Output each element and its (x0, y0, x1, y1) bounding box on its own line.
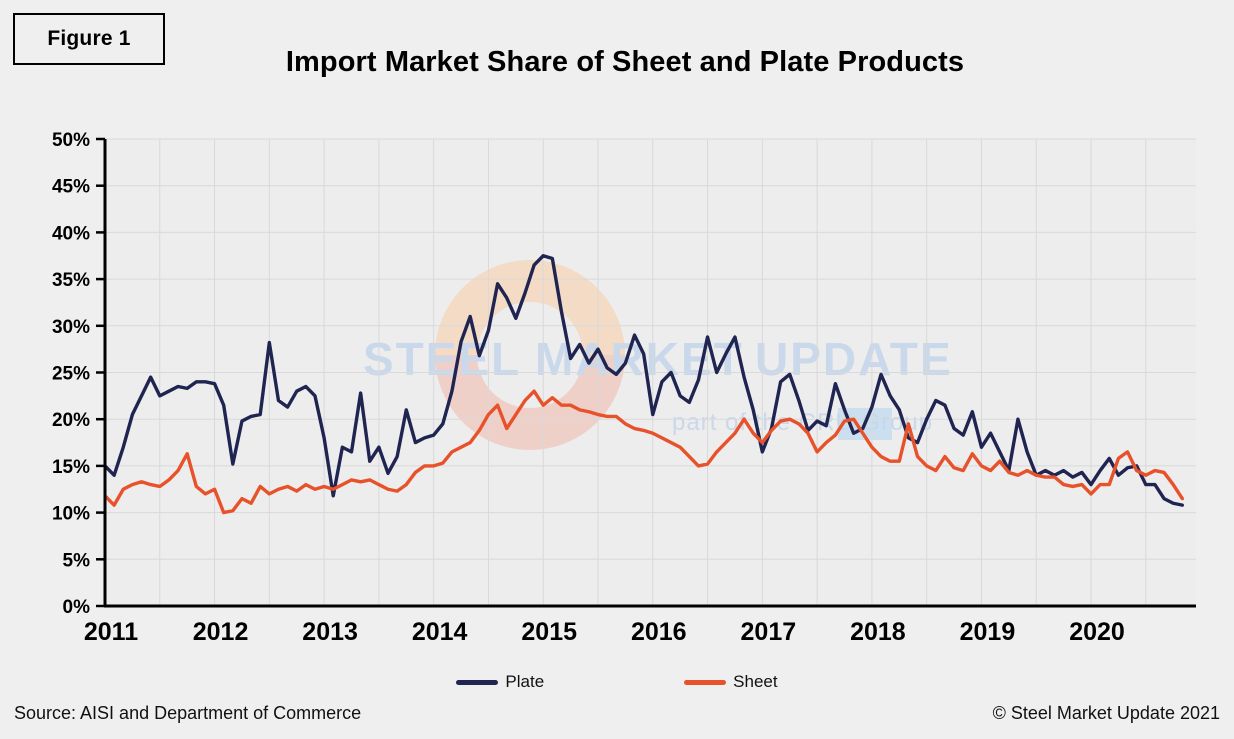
watermark: STEEL MARKET UPDATE part of the CRU Grou… (363, 260, 951, 450)
y-axis-tick-label: 30% (52, 317, 90, 338)
y-axis-tick-label: 45% (52, 177, 90, 198)
legend-label-plate: Plate (505, 672, 545, 691)
x-axis-tick-label: 2019 (960, 618, 1016, 646)
vertical-gridlines (159, 139, 1147, 606)
legend-label-sheet: Sheet (733, 672, 778, 691)
y-axis-tick-label: 15% (52, 457, 90, 478)
copyright-note: © Steel Market Update 2021 (992, 703, 1220, 723)
x-axis-tick-label: 2017 (741, 618, 797, 646)
y-axis-tick-labels: 0% 5% 10% 15% 20% 25% 30% 35% 40% 45% 50% (52, 130, 90, 618)
y-axis-tick-label: 20% (52, 410, 90, 431)
legend-item-plate[interactable]: Plate (456, 672, 544, 692)
y-axis-tick-label: 25% (52, 364, 90, 385)
x-axis-tick-label: 2011 (84, 618, 138, 646)
data-series-group (105, 254, 1185, 515)
figure-number-label: Figure 1 (47, 27, 131, 50)
figure-number-box: Figure 1 (13, 13, 165, 65)
chart-legend: Plate Sheet (0, 672, 1234, 692)
x-axis-tick-label: 2020 (1069, 618, 1125, 646)
x-axis-tick-label: 2014 (412, 618, 468, 646)
x-axis-tick-label: 2018 (850, 618, 906, 646)
legend-swatch-plate (456, 679, 499, 685)
legend-item-sheet[interactable]: Sheet (684, 672, 778, 692)
x-axis-tick-label: 2015 (521, 618, 577, 646)
series-line-sheet (105, 389, 1185, 515)
page-title: Import Market Share of Sheet and Plate P… (285, 46, 965, 78)
source-note: Source: AISI and Department of Commerce (14, 703, 362, 723)
y-axis-tick-label: 50% (52, 130, 90, 151)
legend-swatch-sheet (684, 679, 727, 685)
y-axis-tick-label: 35% (52, 270, 90, 291)
horizontal-gridlines (105, 138, 1196, 560)
x-axis-tick-labels: 2011 2012 2013 2014 2015 2016 2017 2018 2019 2020 (84, 618, 1125, 646)
y-axis-tick-label: 5% (63, 550, 91, 571)
y-axis-tick-label: 40% (52, 223, 90, 244)
watermark-text-steel: STEEL (363, 333, 521, 385)
series-line-plate (105, 254, 1185, 507)
y-axis-tick-label: 0% (63, 597, 91, 618)
x-axis-tick-label: 2012 (193, 618, 249, 646)
x-axis-tick-label: 2013 (302, 618, 358, 646)
x-axis-tick-label: 2016 (631, 618, 687, 646)
y-axis-tick-marks (96, 137, 105, 608)
y-axis-tick-label: 10% (52, 504, 90, 525)
